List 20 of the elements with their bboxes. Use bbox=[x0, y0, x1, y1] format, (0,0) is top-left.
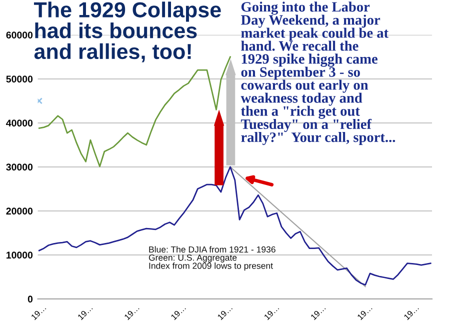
chart-title: The 1929 Collapse had its bounces and rallies, too! bbox=[34, 2, 221, 62]
y-tick-label: 0 bbox=[28, 296, 33, 303]
y-tick-label: 10000 bbox=[6, 252, 33, 259]
y-tick-label: 50000 bbox=[6, 76, 33, 83]
x-tick-label: 19… bbox=[310, 304, 326, 320]
x-tick-label: 19… bbox=[30, 304, 46, 320]
x-tick-label: 19… bbox=[264, 304, 280, 320]
x-tick-label: 19… bbox=[357, 304, 372, 320]
x-tick-label: 19… bbox=[170, 304, 186, 320]
x-tick-label: 19… bbox=[404, 304, 419, 320]
x-tick-label: 19… bbox=[217, 304, 233, 320]
x-tick-label: 19… bbox=[124, 304, 140, 320]
y-tick-label: 20000 bbox=[6, 208, 33, 215]
annotation: Blue: The DJIA from 1921 - 1936 Green: U.S. Aggregate Index from 2009 lows to present bbox=[148, 246, 276, 271]
text: Going into the Labor Day Weekend, a major market peak could be at hand. We recall the 1929 spike higgh came on September 3 - so cowards out early on weakness today and then a "rich get out Tuesday" on a "relief rally?" Your call, sport... bbox=[240, 2, 396, 146]
y-tick-label: 30000 bbox=[6, 164, 33, 171]
y-tick-label: 60000 bbox=[6, 32, 33, 38]
line-series bbox=[38, 166, 432, 286]
x-tick-label: 19… bbox=[77, 304, 93, 320]
y-tick-label: 40000 bbox=[6, 120, 33, 127]
